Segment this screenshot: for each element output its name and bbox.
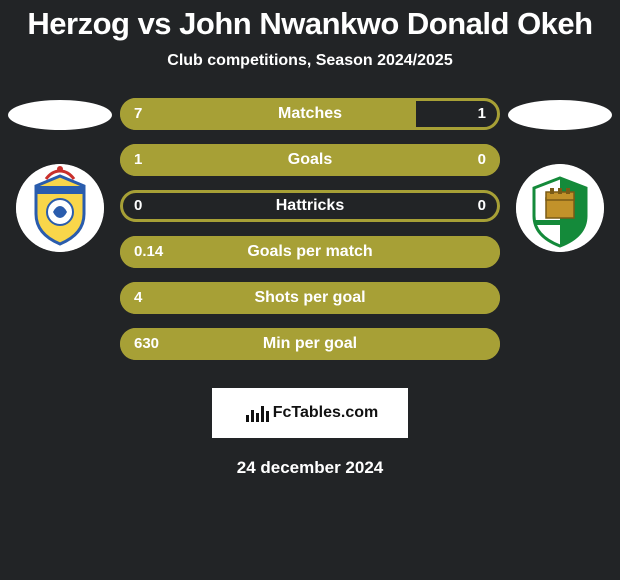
- las-palmas-crest-icon: [16, 164, 104, 252]
- stat-bar: Hattricks00: [120, 190, 500, 222]
- page-subtitle: Club competitions, Season 2024/2025: [0, 52, 620, 70]
- stat-bar-outline: [120, 144, 500, 176]
- left-player-col: [0, 98, 120, 252]
- right-club-crest: [516, 164, 604, 252]
- bar-chart-icon: [246, 404, 269, 422]
- stat-bar-outline: [120, 328, 500, 360]
- stat-bar: Min per goal630: [120, 328, 500, 360]
- comparison-area: Matches71 Goals10 Hattricks00 Goals per mat…: [0, 98, 620, 360]
- elche-crest-icon: [516, 164, 604, 252]
- stat-bar: Goals10: [120, 144, 500, 176]
- left-player-photo-placeholder: [8, 100, 112, 130]
- source-label: FcTables.com: [273, 404, 379, 422]
- right-player-col: [500, 98, 620, 252]
- snapshot-date: 24 december 2024: [0, 458, 620, 478]
- stat-bar: Shots per goal4: [120, 282, 500, 314]
- comparison-infographic: Herzog vs John Nwankwo Donald Okeh Club …: [0, 0, 620, 580]
- right-player-photo-placeholder: [508, 100, 612, 130]
- stat-bar-outline: [120, 98, 500, 130]
- left-club-crest: [16, 164, 104, 252]
- stat-bar: Matches71: [120, 98, 500, 130]
- page-title: Herzog vs John Nwankwo Donald Okeh: [0, 6, 620, 42]
- stat-bar-outline: [120, 190, 500, 222]
- stat-bars: Matches71 Goals10 Hattricks00 Goals per mat…: [120, 98, 500, 360]
- source-attribution: FcTables.com: [212, 388, 408, 438]
- stat-bar-outline: [120, 282, 500, 314]
- stat-bar: Goals per match0.14: [120, 236, 500, 268]
- stat-bar-outline: [120, 236, 500, 268]
